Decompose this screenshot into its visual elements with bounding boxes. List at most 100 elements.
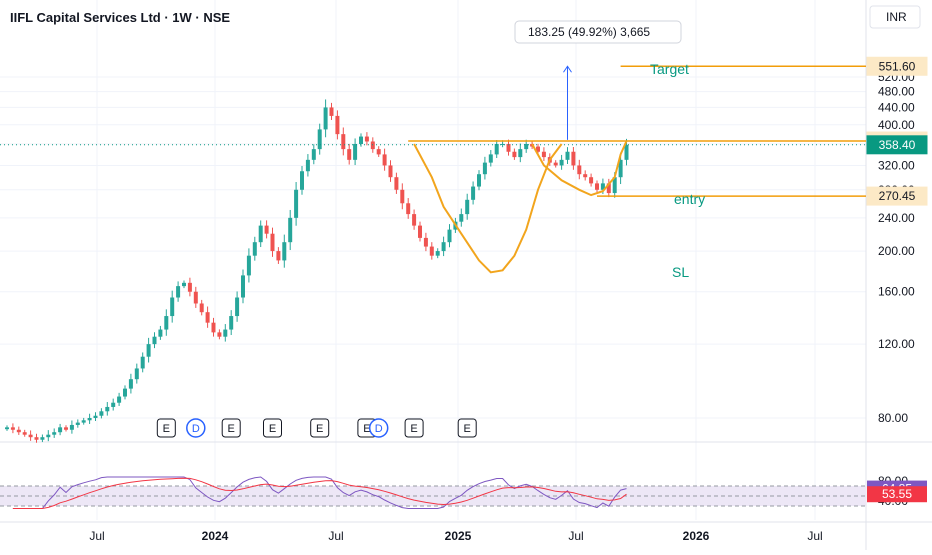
- candle-body[interactable]: [276, 251, 281, 261]
- candle-body[interactable]: [64, 427, 68, 430]
- candle-body[interactable]: [182, 282, 186, 287]
- candle-body[interactable]: [465, 199, 470, 215]
- candle-body[interactable]: [58, 427, 63, 433]
- candle-body[interactable]: [146, 344, 151, 357]
- currency-button-frame[interactable]: [869, 5, 921, 29]
- candle-body[interactable]: [288, 217, 293, 243]
- candle-body[interactable]: [164, 316, 169, 330]
- candle-body[interactable]: [105, 406, 110, 412]
- candle-body[interactable]: [518, 149, 523, 158]
- candle-body[interactable]: [317, 129, 322, 150]
- candle-body[interactable]: [359, 136, 363, 144]
- candle-body[interactable]: [400, 189, 405, 204]
- candle-body[interactable]: [75, 422, 80, 425]
- candle-body[interactable]: [482, 162, 487, 175]
- candle-body[interactable]: [606, 183, 611, 194]
- candle-body[interactable]: [506, 143, 511, 152]
- candle-body[interactable]: [595, 183, 599, 190]
- candle-body[interactable]: [589, 177, 594, 184]
- candle-body[interactable]: [541, 151, 546, 158]
- earnings-marker[interactable]: [263, 418, 282, 438]
- candle-body[interactable]: [341, 134, 346, 150]
- candle-body[interactable]: [335, 115, 340, 135]
- candle-body[interactable]: [512, 151, 517, 158]
- rsi-ma-line[interactable]: [12, 477, 627, 509]
- candle-body[interactable]: [52, 432, 57, 435]
- candle-body[interactable]: [311, 149, 316, 160]
- candle-body[interactable]: [205, 312, 210, 323]
- candle-body[interactable]: [471, 186, 476, 200]
- candle-body[interactable]: [199, 303, 204, 313]
- candle-body[interactable]: [600, 183, 605, 190]
- candle-body[interactable]: [488, 154, 493, 163]
- candle-body[interactable]: [583, 174, 588, 178]
- candle-body[interactable]: [158, 329, 163, 337]
- candle-body[interactable]: [353, 143, 358, 160]
- candle-body[interactable]: [28, 434, 33, 438]
- candle-body[interactable]: [16, 429, 21, 433]
- candle-body[interactable]: [223, 329, 228, 337]
- candle-body[interactable]: [394, 177, 399, 190]
- candle-body[interactable]: [134, 368, 139, 380]
- candle-body[interactable]: [152, 336, 157, 345]
- candle-body[interactable]: [553, 162, 558, 166]
- candle-body[interactable]: [46, 434, 51, 438]
- candle-body[interactable]: [258, 225, 263, 243]
- candle-body[interactable]: [447, 229, 452, 243]
- candle-body[interactable]: [435, 251, 440, 256]
- currency-label[interactable]: INR: [886, 10, 907, 24]
- earnings-marker[interactable]: [221, 418, 241, 438]
- candle-body[interactable]: [477, 174, 481, 187]
- candle-body[interactable]: [565, 151, 570, 160]
- candle-body[interactable]: [536, 146, 540, 152]
- earnings-marker[interactable]: [404, 418, 424, 438]
- candle-body[interactable]: [22, 432, 27, 435]
- candle-body[interactable]: [441, 242, 446, 252]
- candle-body[interactable]: [229, 316, 234, 330]
- candle-body[interactable]: [418, 225, 422, 238]
- candle-body[interactable]: [524, 143, 529, 150]
- dividend-marker[interactable]: [368, 418, 389, 438]
- candle-body[interactable]: [423, 237, 428, 247]
- candle-body[interactable]: [559, 159, 564, 166]
- earnings-marker[interactable]: [156, 418, 176, 438]
- candle-body[interactable]: [235, 297, 240, 317]
- candle-body[interactable]: [612, 177, 617, 194]
- candle-body[interactable]: [577, 165, 582, 175]
- candle-body[interactable]: [217, 332, 222, 337]
- candle-body[interactable]: [364, 136, 369, 142]
- candle-body[interactable]: [494, 143, 499, 155]
- candle-body[interactable]: [252, 242, 257, 256]
- candle-body[interactable]: [412, 214, 417, 226]
- candle-body[interactable]: [294, 189, 299, 218]
- candle-body[interactable]: [246, 255, 251, 276]
- symbol-title[interactable]: IIFL Capital Services Ltd · 1W · NSE: [10, 10, 230, 25]
- candle-body[interactable]: [300, 171, 304, 190]
- candle-body[interactable]: [388, 165, 393, 178]
- candle-body[interactable]: [347, 149, 352, 160]
- candle-body[interactable]: [429, 246, 434, 256]
- candle-body[interactable]: [193, 291, 198, 304]
- candle-body[interactable]: [187, 282, 192, 292]
- candle-body[interactable]: [282, 242, 287, 261]
- candle-body[interactable]: [69, 424, 74, 430]
- candle-body[interactable]: [81, 420, 86, 423]
- candle-body[interactable]: [170, 297, 175, 317]
- candle-body[interactable]: [176, 286, 181, 298]
- candle-body[interactable]: [270, 233, 275, 252]
- earnings-marker[interactable]: [310, 418, 330, 438]
- candle-body[interactable]: [323, 107, 328, 130]
- earnings-marker[interactable]: [457, 418, 477, 438]
- candle-body[interactable]: [5, 427, 9, 430]
- handle-curve[interactable]: [531, 140, 628, 197]
- candle-body[interactable]: [624, 144, 629, 160]
- candle-body[interactable]: [128, 379, 133, 389]
- candle-body[interactable]: [459, 214, 464, 222]
- candle-body[interactable]: [99, 411, 104, 416]
- candle-body[interactable]: [87, 418, 92, 421]
- candle-body[interactable]: [406, 203, 411, 215]
- candle-body[interactable]: [40, 437, 45, 440]
- candle-body[interactable]: [117, 396, 122, 403]
